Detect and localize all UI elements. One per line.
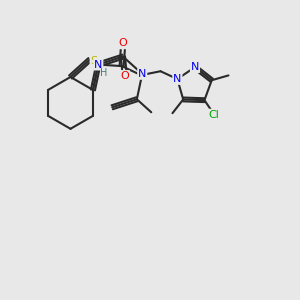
- Text: N: N: [94, 60, 103, 70]
- Text: N: N: [191, 62, 199, 72]
- Text: H: H: [100, 68, 107, 78]
- Text: N: N: [138, 69, 146, 79]
- Text: N: N: [173, 74, 182, 84]
- Text: O: O: [120, 71, 129, 81]
- Text: O: O: [119, 38, 128, 48]
- Text: S: S: [91, 56, 98, 66]
- Text: Cl: Cl: [209, 110, 220, 120]
